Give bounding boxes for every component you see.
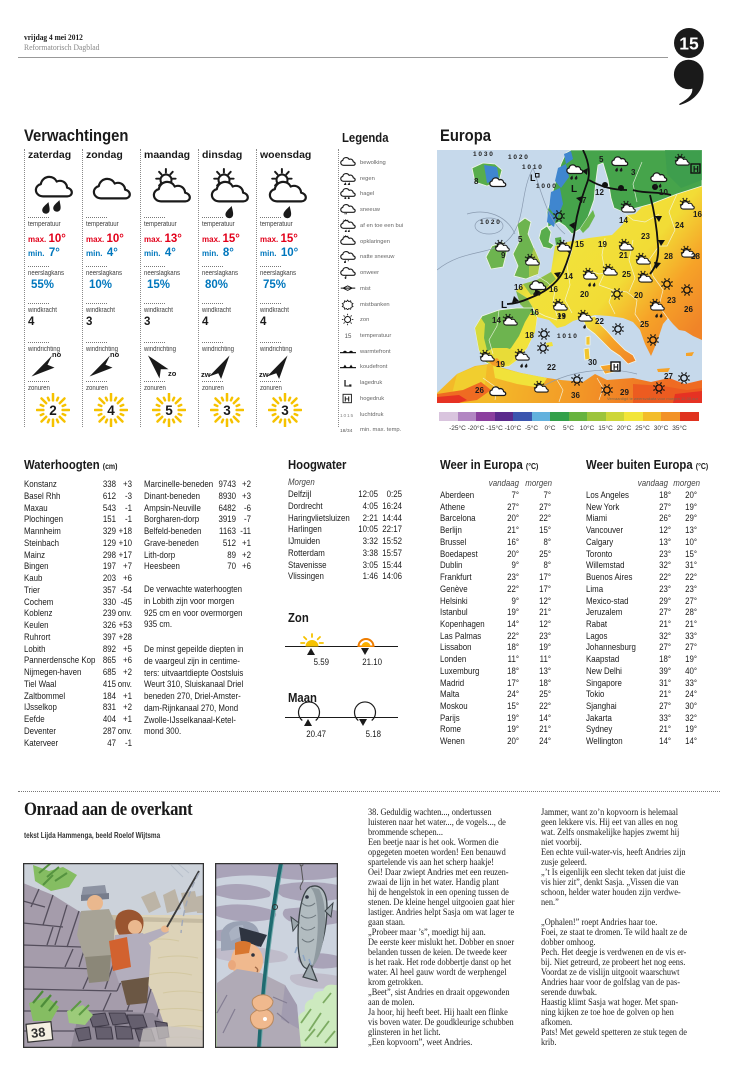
svg-text:2: 2 (49, 403, 57, 418)
svg-text:22: 22 (595, 317, 604, 326)
svg-text:22: 22 (547, 363, 556, 372)
svg-text:24: 24 (675, 221, 684, 230)
svg-text:15: 15 (679, 34, 699, 54)
svg-text:L: L (501, 300, 507, 311)
svg-text:12: 12 (595, 188, 604, 197)
svg-text:18: 18 (525, 331, 534, 340)
svg-text:25: 25 (640, 320, 649, 329)
svg-text:H: H (693, 165, 699, 174)
svg-text:16: 16 (514, 283, 523, 292)
svg-text:14: 14 (492, 316, 501, 325)
svg-text:1015: 1015 (340, 413, 354, 419)
svg-text:26: 26 (684, 305, 693, 314)
svg-text:3: 3 (223, 403, 231, 418)
svg-text:23: 23 (641, 232, 650, 241)
svg-text:9: 9 (501, 251, 506, 260)
svg-text:21: 21 (619, 251, 628, 260)
svg-text:1 0 3 0: 1 0 3 0 (473, 151, 493, 158)
svg-text:15: 15 (575, 240, 584, 249)
svg-text:8: 8 (474, 177, 479, 186)
svg-text:**: ** (344, 213, 347, 216)
svg-text:38: 38 (30, 1024, 46, 1040)
svg-text:28: 28 (691, 252, 700, 261)
svg-text:28: 28 (664, 252, 673, 261)
svg-text:16: 16 (530, 308, 539, 317)
svg-text:1 0 2 0: 1 0 2 0 (480, 219, 500, 226)
svg-text:1 0 2 0: 1 0 2 0 (508, 154, 528, 161)
svg-text:27: 27 (664, 372, 673, 381)
svg-text:L: L (571, 184, 577, 195)
svg-text:26: 26 (475, 386, 484, 395)
svg-text:1 0 1 0: 1 0 1 0 (522, 164, 542, 171)
svg-text:15: 15 (345, 333, 352, 340)
svg-text:5: 5 (518, 235, 523, 244)
svg-text:19: 19 (496, 360, 505, 369)
svg-text:20: 20 (580, 290, 589, 299)
svg-text:3: 3 (281, 403, 289, 418)
svg-text:1 0 1 0: 1 0 1 0 (557, 333, 577, 340)
svg-text:4: 4 (107, 403, 115, 418)
svg-text:3: 3 (631, 168, 636, 177)
svg-text:5: 5 (599, 155, 604, 164)
svg-text:29: 29 (620, 388, 629, 397)
svg-text:L: L (344, 379, 350, 389)
svg-text:19: 19 (557, 312, 566, 321)
svg-text:30: 30 (588, 358, 597, 367)
svg-text:5: 5 (165, 403, 173, 418)
svg-text:19: 19 (598, 240, 607, 249)
svg-text:H: H (613, 363, 619, 372)
svg-text:H: H (344, 394, 350, 403)
svg-text:18/34: 18/34 (340, 428, 353, 434)
svg-text:7: 7 (582, 196, 587, 205)
svg-text:16: 16 (549, 285, 558, 294)
svg-text:20: 20 (634, 291, 643, 300)
svg-text:L: L (530, 173, 536, 183)
svg-text:16: 16 (693, 210, 702, 219)
svg-text:36: 36 (571, 391, 580, 400)
svg-text:10: 10 (659, 188, 668, 197)
svg-text:*: * (348, 260, 350, 263)
svg-text:1 0 0 0: 1 0 0 0 (536, 183, 556, 190)
svg-text:23: 23 (667, 296, 676, 305)
svg-text:Vervaardigd te weersvakata voo: Vervaardigd te weersvakata voor morgen 1… (607, 396, 699, 401)
svg-text:25: 25 (622, 270, 631, 279)
svg-text:14: 14 (619, 216, 628, 225)
svg-text:14: 14 (564, 272, 573, 281)
